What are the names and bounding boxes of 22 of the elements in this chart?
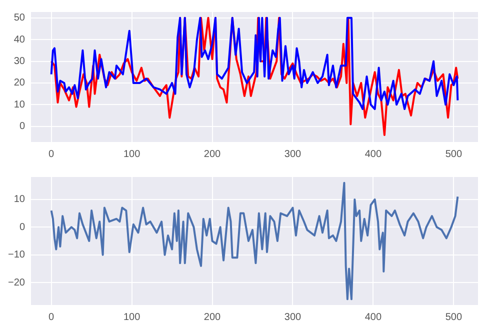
x-tick-label: 300 [284,148,302,160]
y-tick-label: 0 [19,121,26,132]
y-tick-label: −10 [8,250,26,261]
x-tick-label: 500 [445,312,462,323]
y-tick-label: 10 [14,194,26,206]
x-tick-label: 100 [123,312,141,323]
x-tick-label: 200 [204,312,222,323]
x-tick-label: 200 [204,148,222,160]
y-tick-label: 10 [14,99,26,110]
x-tick-label: 300 [284,312,302,323]
x-tick-label: 100 [123,148,141,160]
y-tick-label: 40 [14,34,26,46]
x-tick-label: 0 [48,148,55,160]
x-tick-label: 500 [445,148,462,160]
y-tick-label: 30 [14,56,26,68]
x-tick-label: 400 [364,312,382,323]
y-tick-label: 0 [19,222,26,233]
x-tick-label: 0 [48,312,55,323]
x-tick-label: 400 [364,148,382,160]
y-tick-label: 20 [14,78,26,89]
y-tick-label: 50 [14,12,26,24]
y-tick-label: −20 [8,277,26,288]
